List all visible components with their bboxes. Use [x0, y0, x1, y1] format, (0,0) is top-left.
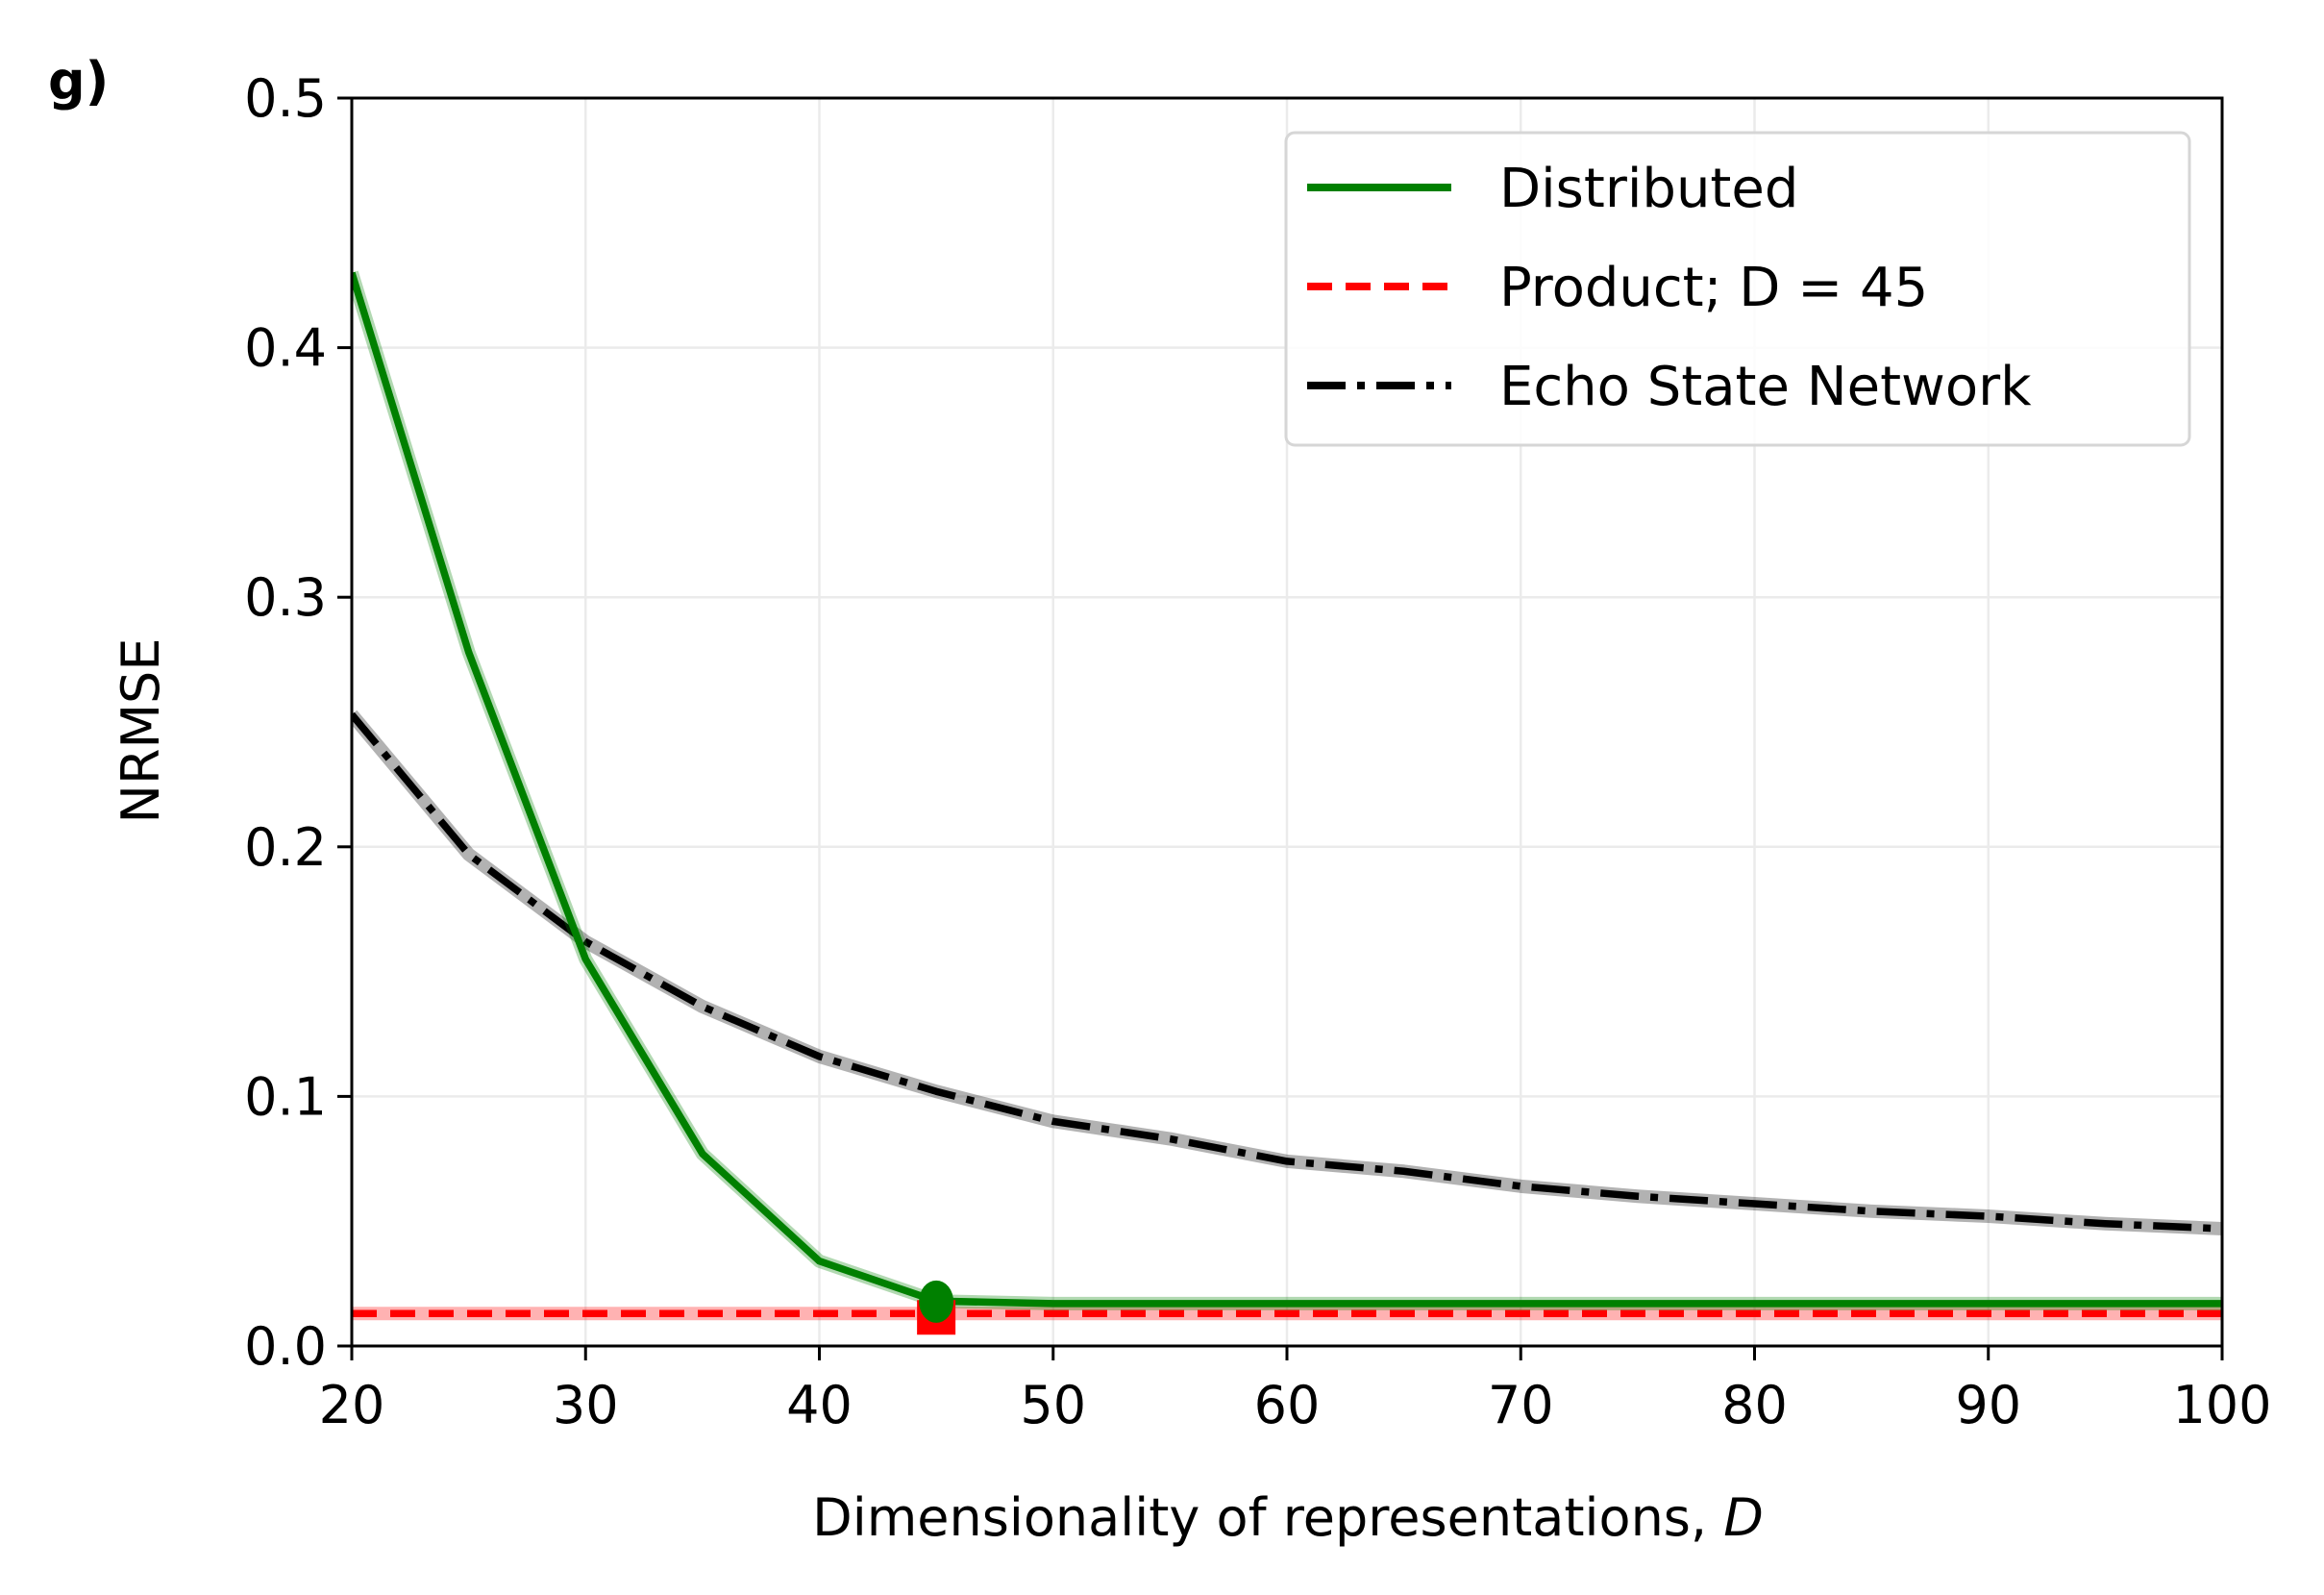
x-tick-label: 70 [1488, 1375, 1554, 1435]
series-line [352, 271, 2222, 1308]
panel-label: g) [48, 51, 109, 112]
x-axis-label-text: Dimensionality of representations, [812, 1487, 1723, 1548]
x-tick-label: 80 [1721, 1375, 1788, 1435]
x-tick-label: 20 [319, 1375, 385, 1435]
legend: Distributed Product; D = 45 Echo State Net… [1284, 131, 2191, 447]
legend-entry-name: Product; [1499, 257, 1739, 319]
legend-entry: Echo State Network [1499, 356, 2032, 418]
distributed-marker-circle [919, 1280, 954, 1323]
x-tick-label: 60 [1254, 1375, 1321, 1435]
legend-box [1284, 131, 2191, 447]
y-tick-label: 0.2 [244, 817, 327, 878]
x-tick-label: 40 [786, 1375, 853, 1435]
y-tick-label: 0.4 [244, 318, 327, 379]
x-axis-label: Dimensionality of representations, D [812, 1487, 1764, 1548]
y-tick-label: 0.0 [244, 1316, 327, 1377]
series-line [352, 711, 2222, 1233]
y-axis-label: NRMSE [111, 638, 171, 824]
legend-entry-name: Distributed [1499, 158, 1798, 220]
x-tick-label: 30 [553, 1375, 619, 1435]
legend-entry-math: D = 45 [1739, 257, 1928, 319]
axis-ticks: 20 30 40 50 60 70 80 90 100 0.0 0.1 0.2 0.3 0.4 0.5 [244, 68, 2271, 1435]
legend-entry: Product; D = 45 [1499, 257, 1928, 319]
y-tick-label: 0.5 [244, 68, 327, 129]
x-tick-label: 50 [1020, 1375, 1086, 1435]
x-axis-label-variable: D [1723, 1487, 1764, 1548]
y-tick-label: 0.3 [244, 567, 327, 628]
series-group [352, 270, 2222, 1321]
x-tick-label: 100 [2172, 1375, 2271, 1435]
legend-entry: Distributed [1499, 158, 1798, 220]
legend-entry-name: Echo State Network [1499, 356, 2032, 418]
y-tick-label: 0.1 [244, 1066, 327, 1127]
series-layer [352, 270, 2222, 1335]
x-tick-label: 90 [1955, 1375, 2021, 1435]
